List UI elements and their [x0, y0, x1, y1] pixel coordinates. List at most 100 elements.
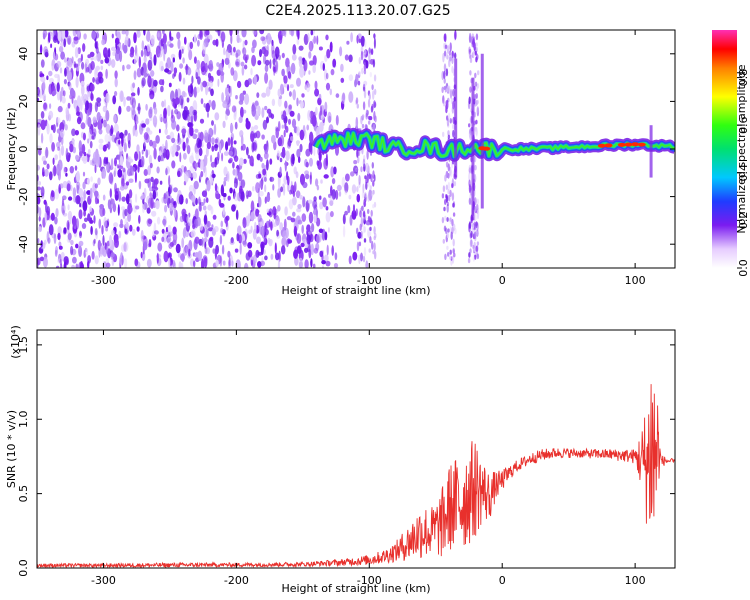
- spectrogram-cell: [451, 226, 454, 234]
- spectrogram-cell: [327, 227, 330, 233]
- spectrogram-cell: [125, 30, 129, 37]
- spectrogram-cell: [86, 177, 90, 185]
- spectrogram-cell: [362, 83, 366, 91]
- spectrogram-cell: [270, 113, 275, 120]
- spectrogram-cell: [367, 215, 371, 223]
- spectrogram-cell: [364, 39, 367, 48]
- spectrogram-cell: [90, 60, 95, 71]
- spectrogram-cell: [210, 137, 215, 144]
- spectrogram-cell: [180, 165, 185, 173]
- spectrogram-cell: [76, 195, 81, 204]
- spectrogram-cell: [239, 242, 242, 255]
- spectrogram-cell: [182, 227, 186, 239]
- spectrogram-cell: [442, 131, 445, 137]
- spectrogram-cell: [155, 200, 160, 210]
- spectrogram-cell: [230, 124, 234, 133]
- spectrogram-cell: [314, 80, 318, 90]
- spectrogram-cell: [234, 248, 239, 253]
- spectrogram-cell: [111, 59, 116, 68]
- spectrogram-cell: [64, 30, 69, 38]
- spectrogram-ytick-label: -40: [17, 235, 30, 253]
- spectrogram-cell: [333, 263, 339, 268]
- spectrogram-cell: [279, 83, 284, 96]
- spectrogram-cell: [202, 205, 207, 211]
- spectrogram-cell: [271, 98, 276, 107]
- spectrogram-cell: [197, 250, 203, 261]
- spectrogram-cell: [204, 129, 208, 137]
- spectrogram-cell: [298, 257, 304, 268]
- spectrogram-cell: [325, 206, 329, 211]
- spectrogram-cell: [85, 58, 90, 65]
- spectrogram-cell: [313, 196, 317, 202]
- spectrogram-cell: [355, 99, 358, 106]
- spectrogram-cell: [159, 113, 163, 122]
- spectrogram-cell: [135, 113, 139, 125]
- spectrogram-cell: [311, 114, 317, 127]
- spectrogram-cell: [82, 181, 86, 190]
- spectrogram-cell: [165, 168, 168, 176]
- spectrogram-cell: [45, 146, 49, 159]
- spectrogram-cell: [65, 172, 68, 177]
- spectrogram-cell: [195, 197, 198, 206]
- spectrogram-cell: [124, 258, 128, 268]
- spectrogram-cell: [149, 106, 153, 115]
- spectrogram-cell: [117, 169, 123, 178]
- spectrogram-cell: [168, 82, 172, 88]
- spectrogram-cell: [307, 32, 310, 42]
- spectrogram-cell: [193, 180, 199, 190]
- spectrogram-cell: [345, 173, 350, 182]
- spectrogram-cell: [244, 79, 250, 88]
- spectrogram-cell: [449, 217, 452, 222]
- spectrogram-cell: [130, 92, 136, 97]
- spectrogram-cell: [173, 207, 177, 219]
- spectrogram-cell: [454, 228, 457, 235]
- spectrogram-cell: [447, 181, 451, 191]
- spectrogram-cell: [351, 184, 357, 194]
- spectrogram-cell: [305, 82, 311, 93]
- spectrogram-cell: [170, 61, 174, 73]
- spectrogram-cell: [105, 68, 108, 79]
- spectrogram-cell: [356, 186, 359, 193]
- spectrogram-cell: [266, 116, 269, 124]
- spectrogram-cell: [233, 112, 237, 121]
- spectrogram-cell: [443, 78, 446, 84]
- spectrogram-cell: [164, 204, 168, 213]
- spectrogram-cell: [149, 94, 154, 100]
- spectrogram-cell: [369, 236, 372, 244]
- spectrogram-cell: [37, 123, 41, 136]
- spectrogram-cell: [96, 111, 101, 122]
- trace-hotspot: [624, 142, 633, 147]
- spectrogram-cell: [190, 230, 196, 238]
- spectrogram-cell: [372, 250, 375, 255]
- spectrogram-cell: [105, 123, 111, 134]
- spectrogram-cell: [369, 71, 372, 78]
- spectrogram-cell: [76, 170, 80, 183]
- spectrogram-cell: [119, 155, 124, 166]
- spectrogram-cell: [178, 95, 184, 106]
- spectrogram-cell: [340, 63, 344, 73]
- spectrogram-cell: [119, 254, 125, 266]
- spectrogram-cell: [82, 43, 86, 52]
- spectrogram-cell: [167, 197, 171, 209]
- spectrogram-cell: [86, 85, 91, 92]
- spectrogram-cell: [94, 228, 98, 236]
- spectrogram-cell: [227, 250, 231, 258]
- spectrogram-cell: [209, 34, 213, 41]
- spectrogram-cell: [444, 44, 448, 49]
- spectrogram-cell: [301, 224, 305, 234]
- spectrogram-cell: [475, 221, 478, 229]
- spectrogram-cell: [188, 49, 193, 61]
- spectrogram-cell: [159, 150, 162, 156]
- spectrogram-cell: [238, 234, 243, 244]
- spectrogram-cell: [259, 30, 265, 35]
- spectrogram-cell: [364, 49, 367, 55]
- spectrogram-cell: [161, 236, 165, 242]
- spectrogram-cell: [341, 93, 346, 105]
- spectrogram-cell: [46, 163, 50, 170]
- spectrogram-cell: [67, 37, 71, 45]
- spectrogram-cell: [260, 243, 264, 255]
- spectrogram-cell: [319, 104, 323, 117]
- spectrogram-cell: [371, 240, 374, 250]
- spectrogram-cell: [151, 210, 157, 217]
- spectrogram-cell: [283, 75, 288, 84]
